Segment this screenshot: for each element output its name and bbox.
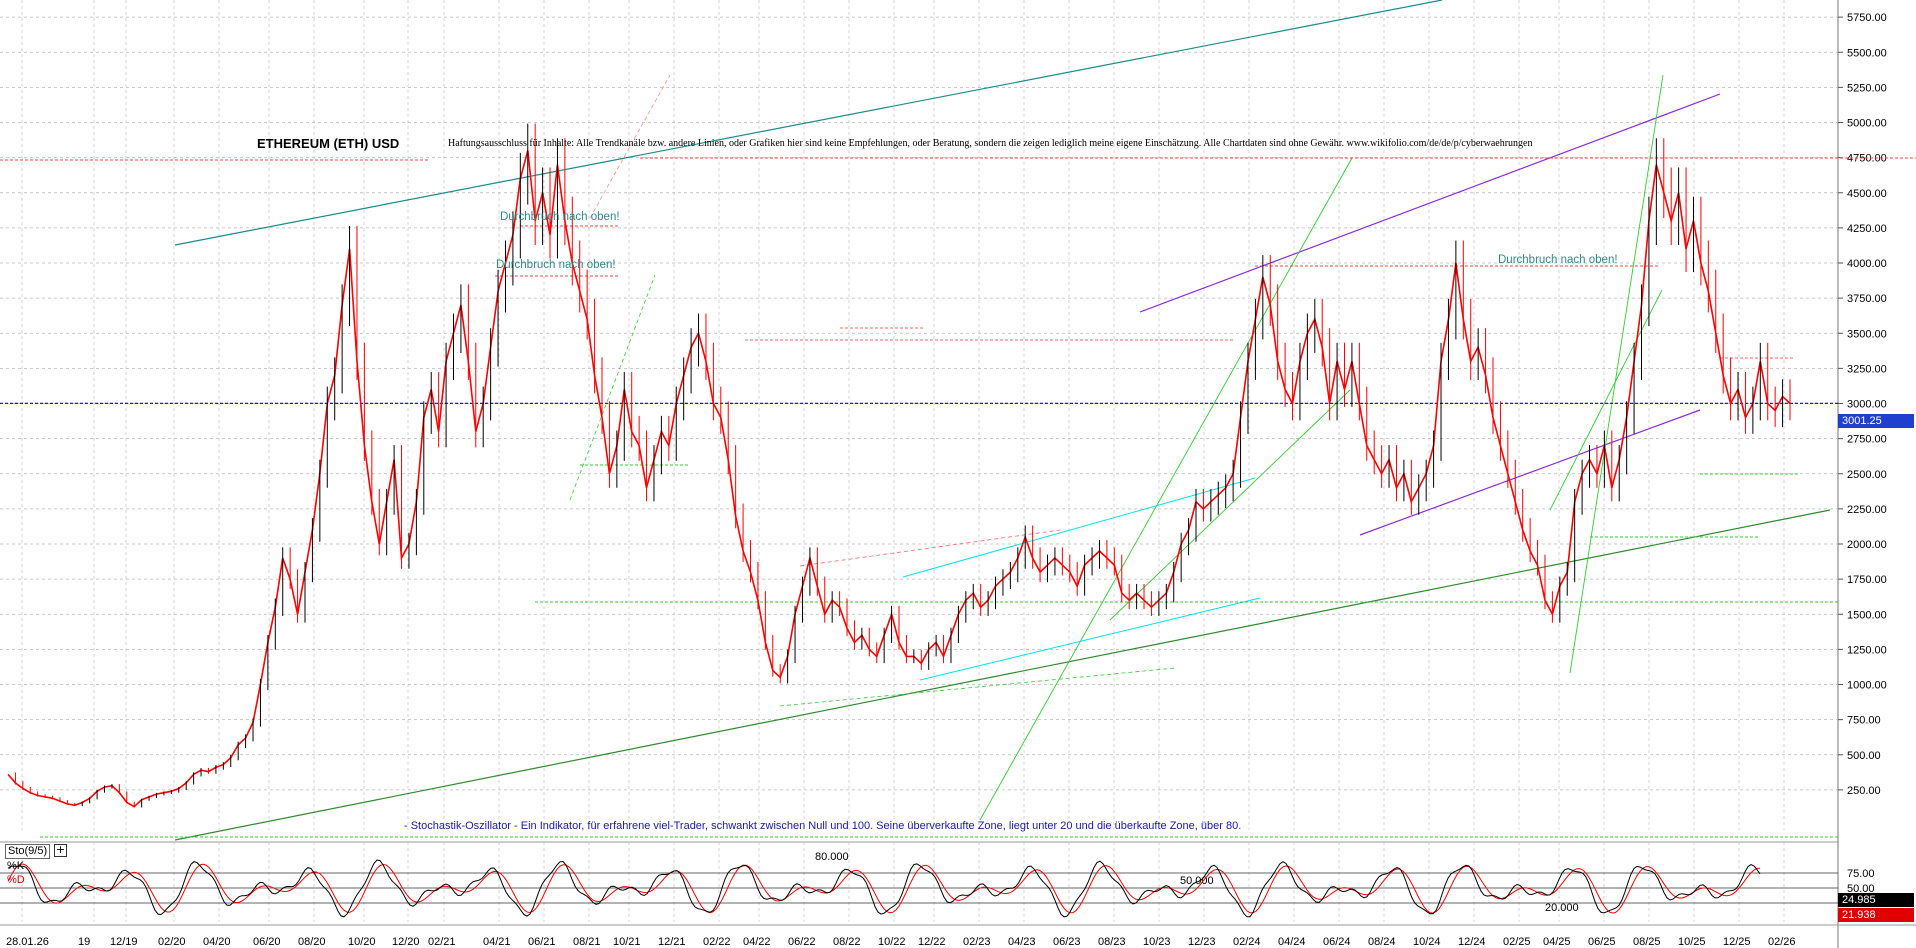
green-dashed-trend: [569, 274, 656, 501]
x-tick-label: 08/24: [1368, 936, 1396, 948]
x-tick-label: 04/23: [1008, 936, 1036, 948]
chart-title: ETHEREUM (ETH) USD: [257, 136, 400, 151]
y-tick-label: 5750.00: [1847, 12, 1887, 24]
y-tick-label: 2000.00: [1847, 539, 1887, 551]
x-tick-label: 12/25: [1723, 936, 1751, 948]
d-legend: %D: [7, 874, 25, 886]
y-tick-label: 250.00: [1847, 785, 1881, 797]
x-tick-label: 12/23: [1188, 936, 1216, 948]
y-tick-label: 1500.00: [1847, 609, 1887, 621]
y-tick-label: 4750.00: [1847, 153, 1887, 165]
x-tick-label: 02/22: [703, 936, 731, 948]
y-tick-label: 4500.00: [1847, 188, 1887, 200]
x-tick-label: 10/22: [878, 936, 906, 948]
x-tick-label: 06/21: [528, 936, 556, 948]
x-tick-label: 06/24: [1323, 936, 1351, 948]
red-dashed-trend: [589, 74, 671, 219]
x-tick-label: 04/20: [203, 936, 231, 948]
annotation-label: Durchbruch nach oben!: [496, 259, 616, 271]
x-tick-label: 10/25: [1678, 936, 1706, 948]
red-dashed-resistance: [799, 529, 1061, 567]
y-tick-label: 5250.00: [1847, 82, 1887, 94]
x-tick-label: 08/20: [298, 936, 326, 948]
x-tick-label: 02/25: [1503, 936, 1531, 948]
x-tick-label: 06/20: [253, 936, 281, 948]
x-tick-label: 12/20: [392, 936, 420, 948]
x-tick-label: 08/23: [1098, 936, 1126, 948]
x-tick-label: 04/21: [483, 936, 511, 948]
lime-trend-line-3: [1569, 74, 1664, 674]
main-plot-area: [0, 0, 1838, 830]
purple-lower-channel: [1359, 409, 1701, 536]
x-tick-label: 10/20: [348, 936, 376, 948]
lime-trend-line-1: [979, 157, 1353, 821]
add-indicator-icon[interactable]: +: [54, 843, 67, 857]
cyan-trend-line-2: [919, 597, 1261, 681]
k-legend: %K: [7, 860, 25, 872]
teal-channel-line: [174, 0, 1443, 246]
y-tick-label: 2750.00: [1847, 434, 1887, 446]
x-tick-label: 28.01.26: [6, 936, 49, 948]
x-tick-label: 04/24: [1278, 936, 1306, 948]
stochastic-y-tick: 50.00: [1847, 883, 1875, 895]
x-tick-label: 08/22: [833, 936, 861, 948]
x-tick-label: 06/23: [1053, 936, 1081, 948]
annotation-label: Durchbruch nach oben!: [1498, 254, 1618, 266]
x-tick-label: 02/26: [1768, 936, 1796, 948]
x-tick-label: 02/23: [963, 936, 991, 948]
x-tick-label: 19: [78, 936, 90, 948]
y-tick-label: 3500.00: [1847, 328, 1887, 340]
lime-trend-line-4: [1549, 289, 1663, 511]
x-tick-label: 02/21: [428, 936, 456, 948]
x-tick-label: 08/21: [573, 936, 601, 948]
x-tick-label: 04/25: [1543, 936, 1571, 948]
x-tick-label: 10/21: [613, 936, 641, 948]
x-tick-label: 08/25: [1633, 936, 1661, 948]
x-tick-label: 12/21: [658, 936, 686, 948]
stochastic-note: - Stochastik-Oszillator - Ein Indikator,…: [404, 820, 1242, 832]
lime-trend-line-2: [1109, 389, 1351, 621]
stochastic-level-label: 50.000: [1180, 875, 1214, 887]
x-tick-label: 06/25: [1588, 936, 1616, 948]
stochastic-k-line: [7, 859, 1761, 918]
y-tick-label: 750.00: [1847, 715, 1881, 727]
disclaimer-text: Haftungsausschluss für Inhalte: Alle Tre…: [448, 138, 1533, 149]
y-tick-label: 1000.00: [1847, 680, 1887, 692]
y-tick-label: 5500.00: [1847, 47, 1887, 59]
d-value-box: 21.938: [1838, 908, 1914, 922]
x-tick-label: 06/22: [788, 936, 816, 948]
stochastic-level-label: 20.000: [1545, 902, 1579, 914]
y-tick-label: 4250.00: [1847, 223, 1887, 235]
y-tick-label: 2500.00: [1847, 469, 1887, 481]
stochastic-level-label: 80.000: [815, 851, 849, 863]
y-tick-label: 2250.00: [1847, 504, 1887, 516]
green-dashed-support: [779, 667, 1176, 707]
y-tick-label: 3250.00: [1847, 363, 1887, 375]
stochastic-label[interactable]: Sto(9/5): [5, 844, 51, 859]
y-tick-label: 1250.00: [1847, 644, 1887, 656]
y-tick-label: 3750.00: [1847, 293, 1887, 305]
y-tick-label: 4000.00: [1847, 258, 1887, 270]
x-tick-label: 04/22: [743, 936, 771, 948]
stochastic-y-tick: 75.00: [1847, 868, 1875, 880]
x-tick-label: 12/24: [1458, 936, 1486, 948]
k-value-box: 24.985: [1838, 893, 1914, 907]
purple-upper-channel: [1139, 93, 1721, 313]
x-tick-label: 12/22: [918, 936, 946, 948]
x-tick-label: 02/24: [1233, 936, 1261, 948]
y-tick-label: 500.00: [1847, 750, 1881, 762]
x-tick-label: 12/19: [110, 936, 138, 948]
stochastic-d-line: [7, 863, 1761, 914]
x-tick-label: 10/24: [1413, 936, 1441, 948]
current-price-box: 3001.25: [1838, 414, 1914, 428]
y-tick-label: 3000.00: [1847, 399, 1887, 411]
annotation-label: Durchbruch nach oben!: [500, 211, 620, 223]
green-support-line: [174, 509, 1831, 841]
y-tick-label: 5000.00: [1847, 118, 1887, 130]
y-tick-label: 1750.00: [1847, 574, 1887, 586]
x-tick-label: 10/23: [1143, 936, 1171, 948]
x-tick-label: 02/20: [158, 936, 186, 948]
